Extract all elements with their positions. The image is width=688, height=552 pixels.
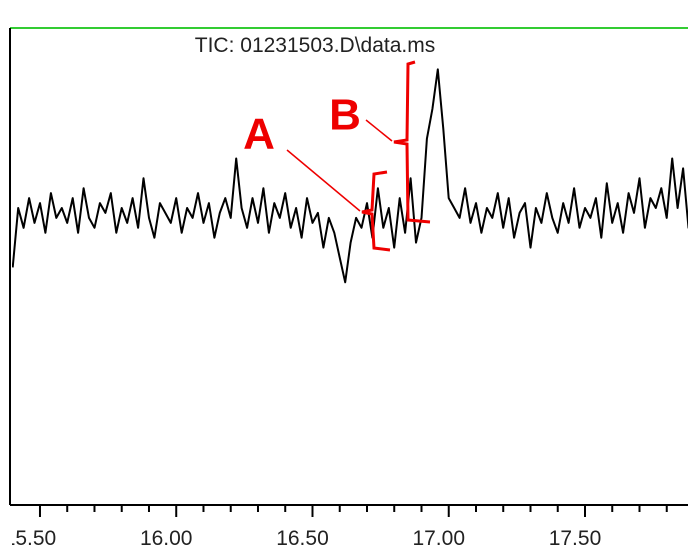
bracket-a (361, 170, 391, 252)
x-tick-label: 15.50 (4, 527, 57, 550)
x-tick-label: 17.00 (412, 527, 465, 550)
chart-title: TIC: 01231503.D\data.ms (195, 34, 435, 57)
bracket-b (393, 60, 431, 224)
annotation-shapes (286, 60, 431, 252)
pointer-a (286, 149, 361, 212)
trace (12, 68, 688, 284)
x-tick-label: 17.50 (549, 527, 602, 550)
annotation-a: A (243, 110, 275, 159)
plot: 15.50 16.00 16.50 17.00 17.50 (4, 68, 688, 550)
x-tick-label: 16.00 (140, 527, 193, 550)
pointer-b (365, 119, 393, 142)
x-tick-label: 16.50 (276, 527, 329, 550)
annotation-b: B (329, 91, 361, 140)
